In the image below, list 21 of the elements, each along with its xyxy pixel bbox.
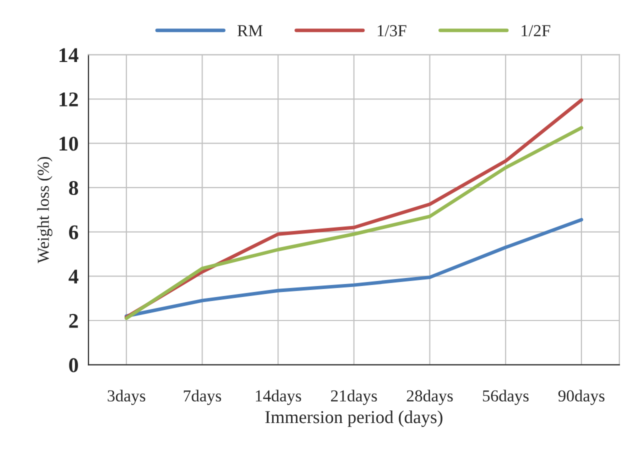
- legend-label: RM: [238, 25, 262, 36]
- x-tick-label: 7days: [184, 390, 222, 405]
- x-tick-label: 3days: [108, 390, 146, 405]
- y-tick-label: 4: [68, 270, 78, 284]
- line-series: [124, 218, 584, 318]
- y-tick-label: 14: [60, 48, 78, 62]
- y-tick-label: 6: [69, 225, 78, 240]
- x-tick-label: 21days: [331, 390, 377, 405]
- x-tick-label: 28days: [406, 390, 453, 405]
- legend-label: 1/2F: [522, 25, 550, 36]
- y-tick-label: 2: [69, 314, 78, 328]
- y-axis-title: Weight loss (%): [37, 157, 52, 264]
- x-tick-label: 14days: [256, 390, 302, 405]
- x-axis-title: Immersion period (days): [265, 410, 442, 427]
- x-tick-label: 56days: [482, 390, 529, 405]
- legend-label: 1/3F: [378, 25, 406, 36]
- x-tick-label: 90days: [558, 390, 604, 405]
- y-tick-label: 10: [60, 136, 78, 151]
- y-tick-label: 8: [69, 180, 78, 196]
- y-tick-label: 0: [69, 358, 78, 372]
- y-tick-label: 12: [60, 92, 78, 106]
